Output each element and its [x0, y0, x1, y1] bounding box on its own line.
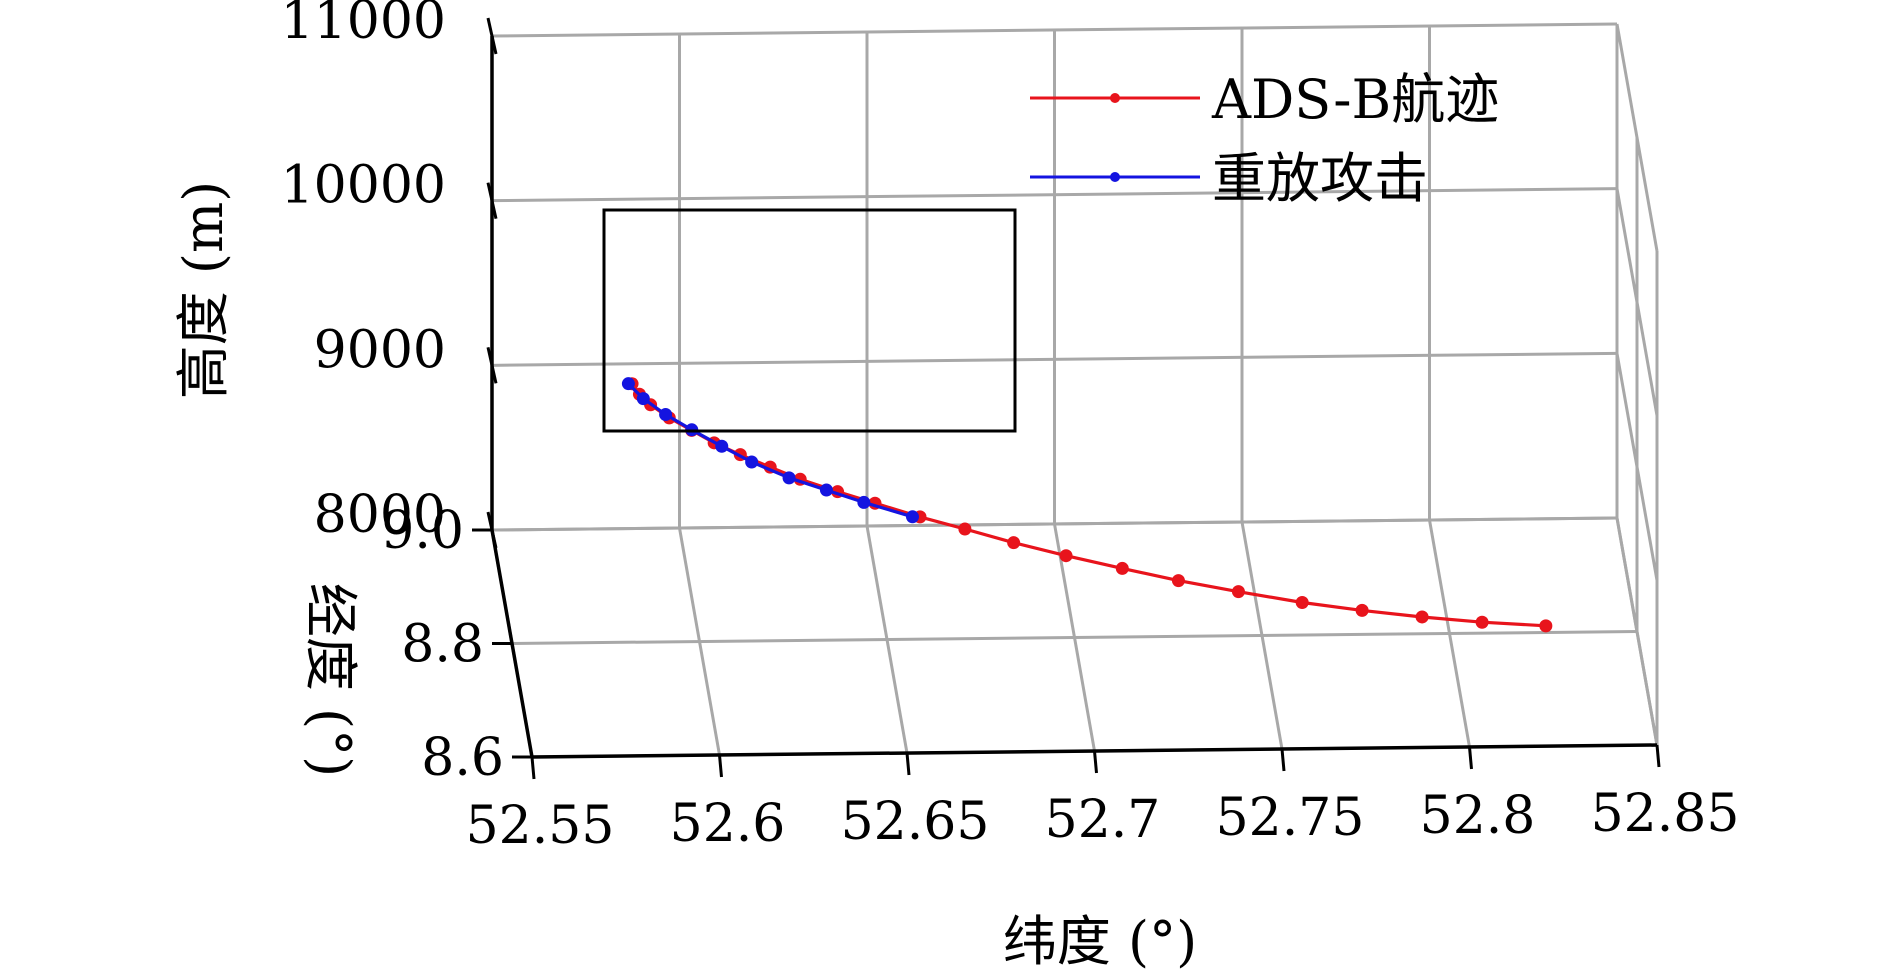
x-tick-mark-5 — [1468, 746, 1473, 770]
x-tick-label-6: 52.85 — [1591, 784, 1740, 844]
series-1-point-7 — [819, 483, 833, 497]
legend-ads-b-label: ADS-B航迹 — [1211, 68, 1499, 131]
series-0-point-15 — [1115, 561, 1129, 575]
x-tick-label-5: 52.8 — [1420, 786, 1536, 846]
axes — [472, 17, 1661, 780]
series-0-point-19 — [1355, 603, 1369, 617]
y-tick-label-2: 9.0 — [381, 501, 464, 561]
y-tick-label-0: 8.6 — [421, 728, 504, 788]
series-1-point-9 — [906, 510, 919, 524]
z-tick-label-0: 8000 — [314, 485, 446, 545]
series-1-point-5 — [745, 455, 759, 469]
grid-right-z-3 — [1615, 23, 1659, 252]
x-tick-label-1: 52.6 — [670, 794, 786, 854]
series-0-point-14 — [1059, 549, 1073, 563]
series-0-point-16 — [1171, 574, 1185, 588]
series-1-point-2 — [659, 408, 673, 422]
grid-back-z-3 — [491, 22, 1618, 38]
series-0-point-21 — [1475, 615, 1489, 629]
legend-replay-label: 重放攻击 — [1212, 147, 1428, 210]
z-tick-mark-2 — [486, 182, 498, 219]
x-tick-label-3: 52.7 — [1045, 790, 1161, 850]
tick-labels: 52.55 52.6 52.65 52.7 52.75 52.8 52.85 8.6 8.8 9.… — [281, 0, 1740, 856]
y-tick-label-1: 8.8 — [401, 615, 484, 675]
series-layer — [621, 377, 1553, 633]
x-tick-label-2: 52.65 — [841, 792, 990, 852]
grid-right-z-2 — [1615, 188, 1659, 416]
legend-ads-b-marker — [1110, 93, 1120, 103]
series-0-point-17 — [1231, 585, 1245, 599]
legend-replay-marker — [1110, 172, 1120, 182]
x-tick-mark-1 — [718, 754, 723, 778]
grid-right-z-0 — [1615, 517, 1659, 746]
grid-right-z-1 — [1615, 353, 1659, 581]
series-1-point-4 — [715, 439, 729, 453]
series-0-point-18 — [1295, 596, 1309, 610]
z-tick-mark-1 — [486, 347, 498, 384]
grid-back-z-1 — [491, 351, 1618, 367]
y-axis-title: 经度 (°) — [299, 583, 362, 777]
series-1-point-1 — [636, 392, 650, 406]
z-tick-label-3: 11000 — [281, 0, 446, 51]
x-tick-mark-4 — [1280, 748, 1286, 772]
grid-back-z-0 — [491, 516, 1618, 532]
series-1-point-0 — [621, 377, 635, 391]
x-tick-mark-3 — [1093, 750, 1098, 774]
series-1-point-8 — [857, 495, 871, 509]
grid-floor-y-1 — [511, 630, 1638, 645]
x-tick-label-4: 52.75 — [1216, 788, 1365, 848]
series-0-point-13 — [1007, 536, 1021, 550]
z-tick-label-1: 9000 — [314, 320, 446, 380]
grid-lines — [490, 22, 1659, 759]
series-line-0 — [630, 382, 1546, 628]
z-tick-label-2: 10000 — [281, 156, 446, 216]
zoom-box — [602, 208, 1017, 433]
x-tick-label-0: 52.55 — [466, 796, 615, 856]
z-axis-title: 高度 (m) — [172, 181, 235, 400]
x-tick-mark-6 — [1655, 744, 1661, 768]
z-tick-mark-0 — [486, 511, 498, 549]
z-tick-mark-3 — [486, 17, 498, 55]
x-axis-title: 纬度 (°) — [1003, 910, 1197, 973]
legend: ADS-B航迹 重放攻击 — [1030, 68, 1499, 210]
series-0-point-20 — [1415, 610, 1429, 624]
series-0-point-12 — [958, 522, 972, 536]
series-1-point-6 — [782, 471, 796, 485]
series-line-1 — [627, 382, 913, 519]
series-0-point-22 — [1539, 619, 1553, 633]
x-tick-mark-2 — [905, 752, 911, 776]
x-tick-mark-0 — [530, 756, 536, 780]
grid-back-z-2 — [491, 187, 1618, 203]
